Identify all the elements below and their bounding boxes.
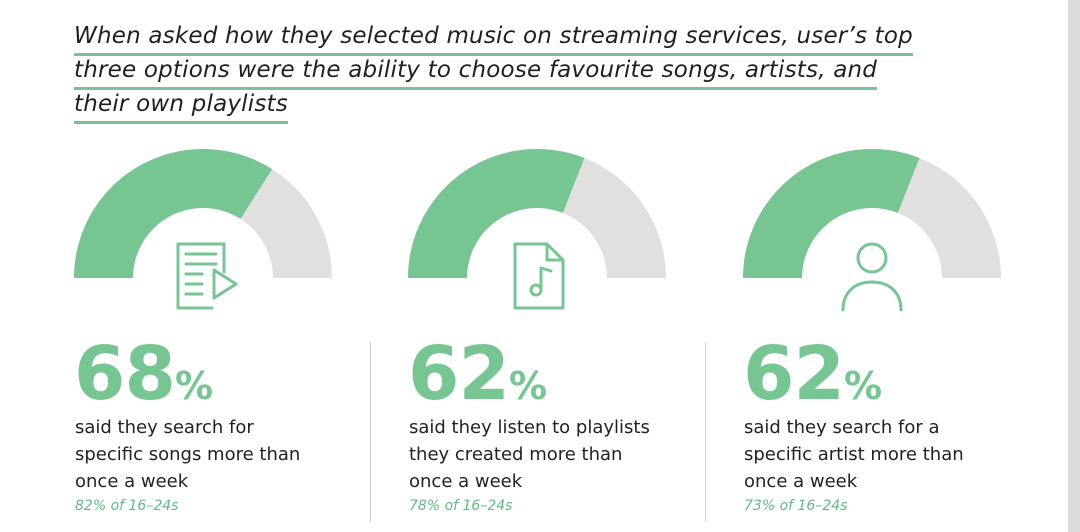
stat-unit: % bbox=[174, 364, 214, 408]
description-line: specific artist more than bbox=[744, 444, 964, 465]
user-icon bbox=[841, 242, 903, 312]
stat-value: 62% bbox=[743, 334, 882, 426]
stat-description: said they listen to playlists they creat… bbox=[409, 414, 699, 495]
stat-unit: % bbox=[508, 364, 548, 408]
stat-subtext: 78% of 16–24s bbox=[409, 498, 513, 514]
description-line: once a week bbox=[75, 471, 189, 492]
headline-line-1: When asked how they selected music on st… bbox=[74, 22, 913, 56]
stat-number: 62 bbox=[408, 331, 510, 417]
description-line: they created more than bbox=[409, 444, 623, 465]
headline-line-2: three options were the ability to choose… bbox=[74, 56, 878, 90]
headline-line-3: their own playlists bbox=[74, 90, 288, 124]
stat-subtext: 73% of 16–24s bbox=[744, 498, 848, 514]
stat-panel-artists: 62% said they search for a specific arti… bbox=[743, 146, 1043, 532]
stat-description: said they search for specific songs more… bbox=[75, 414, 365, 495]
stat-unit: % bbox=[843, 364, 883, 408]
description-line: said they search for bbox=[75, 417, 254, 438]
description-line: said they search for a bbox=[744, 417, 940, 438]
stat-panel-songs: 68% said they search for specific songs … bbox=[74, 146, 374, 532]
stat-panel-playlists: 62% said they listen to playlists they c… bbox=[408, 146, 708, 532]
description-line: once a week bbox=[744, 471, 858, 492]
stat-number: 68 bbox=[74, 331, 176, 417]
gauge-fill bbox=[74, 148, 273, 278]
stat-number: 62 bbox=[743, 331, 845, 417]
stat-value: 68% bbox=[74, 334, 213, 426]
page-edge bbox=[1068, 0, 1080, 532]
document-play-icon bbox=[176, 242, 238, 310]
stat-description: said they search for a specific artist m… bbox=[744, 414, 1034, 495]
column-divider-2 bbox=[705, 342, 706, 522]
description-line: specific songs more than bbox=[75, 444, 301, 465]
gauge-chart bbox=[743, 149, 1001, 278]
column-divider-1 bbox=[370, 342, 371, 522]
stat-value: 62% bbox=[408, 334, 547, 426]
gauge-chart bbox=[408, 149, 666, 278]
gauge-fill bbox=[743, 149, 920, 278]
description-line: once a week bbox=[409, 471, 523, 492]
gauge-fill bbox=[408, 149, 585, 278]
gauge-chart bbox=[74, 148, 332, 278]
music-file-icon bbox=[513, 242, 565, 310]
stat-subtext: 82% of 16–24s bbox=[75, 498, 179, 514]
description-line: said they listen to playlists bbox=[409, 417, 650, 438]
